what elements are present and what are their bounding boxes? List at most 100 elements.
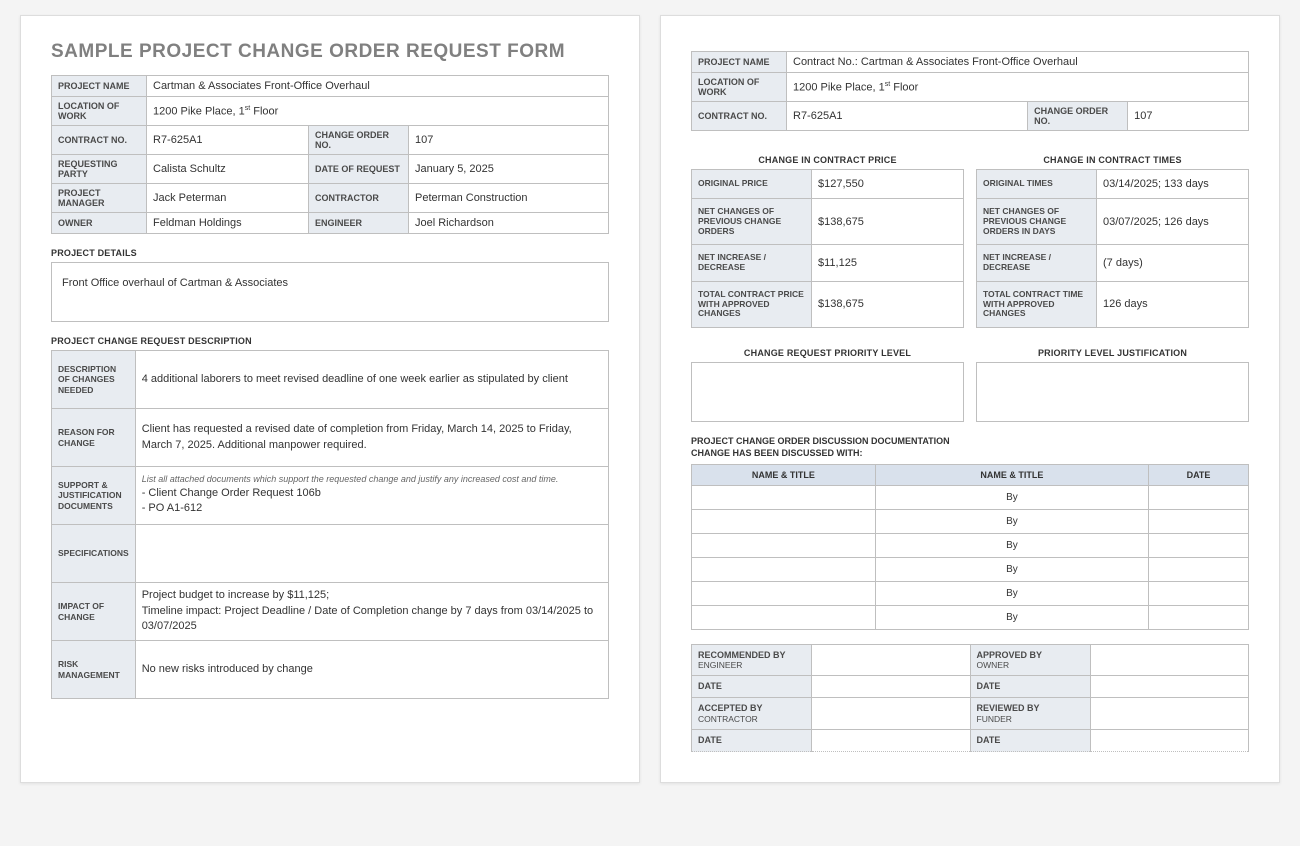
disc-col-name2: NAME & TITLE bbox=[875, 464, 1148, 485]
signature-table: RECOMMENDED BYENGINEER APPROVED BYOWNER … bbox=[691, 644, 1249, 753]
val-reviewed bbox=[1090, 698, 1249, 730]
lbl-orig-times: ORIGINAL TIMES bbox=[977, 170, 1097, 199]
val-requesting-party: Calista Schultz bbox=[147, 155, 309, 184]
val-owner: Feldman Holdings bbox=[147, 213, 309, 234]
val-netinc-times: (7 days) bbox=[1097, 245, 1249, 282]
project-details-box: Front Office overhaul of Cartman & Assoc… bbox=[51, 262, 609, 322]
val-spec bbox=[135, 525, 608, 583]
disc-row: By bbox=[692, 581, 1249, 605]
hdr-priority-just: PRIORITY LEVEL JUSTIFICATION bbox=[976, 348, 1249, 358]
price-table: ORIGINAL PRICE$127,550 NET CHANGES OF PR… bbox=[691, 169, 964, 328]
hdr-times: CHANGE IN CONTRACT TIMES bbox=[976, 155, 1249, 165]
lbl-requesting-party: REQUESTING PARTY bbox=[52, 155, 147, 184]
lbl-location-p2: LOCATION OF WORK bbox=[692, 73, 787, 102]
val-location-p2: 1200 Pike Place, 1st Floor bbox=[787, 73, 1249, 102]
val-project-name: Cartman & Associates Front-Office Overha… bbox=[147, 76, 609, 97]
hdr-project-details: PROJECT DETAILS bbox=[51, 248, 609, 258]
val-total-times: 126 days bbox=[1097, 281, 1249, 327]
val-change-order-no-p2: 107 bbox=[1128, 102, 1249, 131]
lbl-total-times: TOTAL CONTRACT TIME WITH APPROVED CHANGE… bbox=[977, 281, 1097, 327]
val-date-acc bbox=[812, 730, 971, 752]
lbl-impact: IMPACT OF CHANGE bbox=[52, 583, 136, 641]
lbl-contractor: CONTRACTOR bbox=[309, 184, 409, 213]
header-table-p1: PROJECT NAME Cartman & Associates Front-… bbox=[51, 75, 609, 234]
hdr-priority: CHANGE REQUEST PRIORITY LEVEL bbox=[691, 348, 964, 358]
val-orig-price: $127,550 bbox=[812, 170, 964, 199]
disc-col-date: DATE bbox=[1149, 464, 1249, 485]
val-engineer: Joel Richardson bbox=[409, 213, 609, 234]
lbl-change-order-no: CHANGE ORDER NO. bbox=[309, 126, 409, 155]
lbl-date-rec: DATE bbox=[692, 676, 812, 698]
support-items: - Client Change Order Request 106b - PO … bbox=[142, 486, 602, 517]
lbl-reason: REASON FOR CHANGE bbox=[52, 409, 136, 467]
lbl-engineer: ENGINEER bbox=[309, 213, 409, 234]
form-title: SAMPLE PROJECT CHANGE ORDER REQUEST FORM bbox=[51, 41, 609, 63]
val-accepted bbox=[812, 698, 971, 730]
disc-row: By bbox=[692, 533, 1249, 557]
page-1: SAMPLE PROJECT CHANGE ORDER REQUEST FORM… bbox=[20, 15, 640, 783]
val-netprev-price: $138,675 bbox=[812, 199, 964, 245]
discussion-hdr: PROJECT CHANGE ORDER DISCUSSION DOCUMENT… bbox=[691, 436, 1249, 459]
lbl-reviewed: REVIEWED BYFUNDER bbox=[970, 698, 1090, 730]
priority-just-box bbox=[976, 362, 1249, 422]
hdr-price: CHANGE IN CONTRACT PRICE bbox=[691, 155, 964, 165]
lbl-contract-no-p2: CONTRACT NO. bbox=[692, 102, 787, 131]
page-2: PROJECT NAME Contract No.: Cartman & Ass… bbox=[660, 15, 1280, 783]
val-date-request: January 5, 2025 bbox=[409, 155, 609, 184]
lbl-date-app: DATE bbox=[970, 676, 1090, 698]
lbl-netinc-times: NET INCREASE / DECREASE bbox=[977, 245, 1097, 282]
val-location: 1200 Pike Place, 1st Floor bbox=[147, 97, 609, 126]
val-contract-no: R7-625A1 bbox=[147, 126, 309, 155]
val-recommended bbox=[812, 644, 971, 676]
disc-row: By bbox=[692, 605, 1249, 629]
hdr-change-desc: PROJECT CHANGE REQUEST DESCRIPTION bbox=[51, 336, 609, 346]
val-contractor: Peterman Construction bbox=[409, 184, 609, 213]
change-desc-table: DESCRIPTION OF CHANGES NEEDED 4 addition… bbox=[51, 350, 609, 699]
val-total-price: $138,675 bbox=[812, 281, 964, 327]
lbl-owner: OWNER bbox=[52, 213, 147, 234]
lbl-pm: PROJECT MANAGER bbox=[52, 184, 147, 213]
lbl-netprev-times: NET CHANGES OF PREVIOUS CHANGE ORDERS IN… bbox=[977, 199, 1097, 245]
val-date-app bbox=[1090, 676, 1249, 698]
lbl-accepted: ACCEPTED BYCONTRACTOR bbox=[692, 698, 812, 730]
lbl-date-acc: DATE bbox=[692, 730, 812, 752]
lbl-spec: SPECIFICATIONS bbox=[52, 525, 136, 583]
val-project-name-p2: Contract No.: Cartman & Associates Front… bbox=[787, 52, 1249, 73]
lbl-desc-changes: DESCRIPTION OF CHANGES NEEDED bbox=[52, 351, 136, 409]
lbl-project-name-p2: PROJECT NAME bbox=[692, 52, 787, 73]
lbl-location: LOCATION OF WORK bbox=[52, 97, 147, 126]
val-support: List all attached documents which suppor… bbox=[135, 467, 608, 525]
lbl-approved: APPROVED BYOWNER bbox=[970, 644, 1090, 676]
val-approved bbox=[1090, 644, 1249, 676]
lbl-recommended: RECOMMENDED BYENGINEER bbox=[692, 644, 812, 676]
lbl-contract-no: CONTRACT NO. bbox=[52, 126, 147, 155]
lbl-netprev-price: NET CHANGES OF PREVIOUS CHANGE ORDERS bbox=[692, 199, 812, 245]
val-risk: No new risks introduced by change bbox=[135, 641, 608, 699]
disc-col-name1: NAME & TITLE bbox=[692, 464, 876, 485]
lbl-project-name: PROJECT NAME bbox=[52, 76, 147, 97]
discussion-table: NAME & TITLE NAME & TITLE DATE By By By … bbox=[691, 464, 1249, 630]
val-contract-no-p2: R7-625A1 bbox=[787, 102, 1028, 131]
val-netprev-times: 03/07/2025; 126 days bbox=[1097, 199, 1249, 245]
lbl-orig-price: ORIGINAL PRICE bbox=[692, 170, 812, 199]
val-desc-changes: 4 additional laborers to meet revised de… bbox=[135, 351, 608, 409]
support-hint: List all attached documents which suppor… bbox=[142, 473, 602, 486]
lbl-netinc-price: NET INCREASE / DECREASE bbox=[692, 245, 812, 282]
disc-row: By bbox=[692, 557, 1249, 581]
disc-row: By bbox=[692, 509, 1249, 533]
val-orig-times: 03/14/2025; 133 days bbox=[1097, 170, 1249, 199]
lbl-support: SUPPORT & JUSTIFICATION DOCUMENTS bbox=[52, 467, 136, 525]
val-date-rec bbox=[812, 676, 971, 698]
lbl-total-price: TOTAL CONTRACT PRICE WITH APPROVED CHANG… bbox=[692, 281, 812, 327]
lbl-risk: RISK MANAGEMENT bbox=[52, 641, 136, 699]
val-pm: Jack Peterman bbox=[147, 184, 309, 213]
disc-row: By bbox=[692, 485, 1249, 509]
header-table-p2: PROJECT NAME Contract No.: Cartman & Ass… bbox=[691, 51, 1249, 131]
priority-box bbox=[691, 362, 964, 422]
val-impact: Project budget to increase by $11,125; T… bbox=[135, 583, 608, 641]
lbl-date-rev: DATE bbox=[970, 730, 1090, 752]
val-reason: Client has requested a revised date of c… bbox=[135, 409, 608, 467]
val-netinc-price: $11,125 bbox=[812, 245, 964, 282]
val-date-rev bbox=[1090, 730, 1249, 752]
lbl-change-order-no-p2: CHANGE ORDER NO. bbox=[1028, 102, 1128, 131]
